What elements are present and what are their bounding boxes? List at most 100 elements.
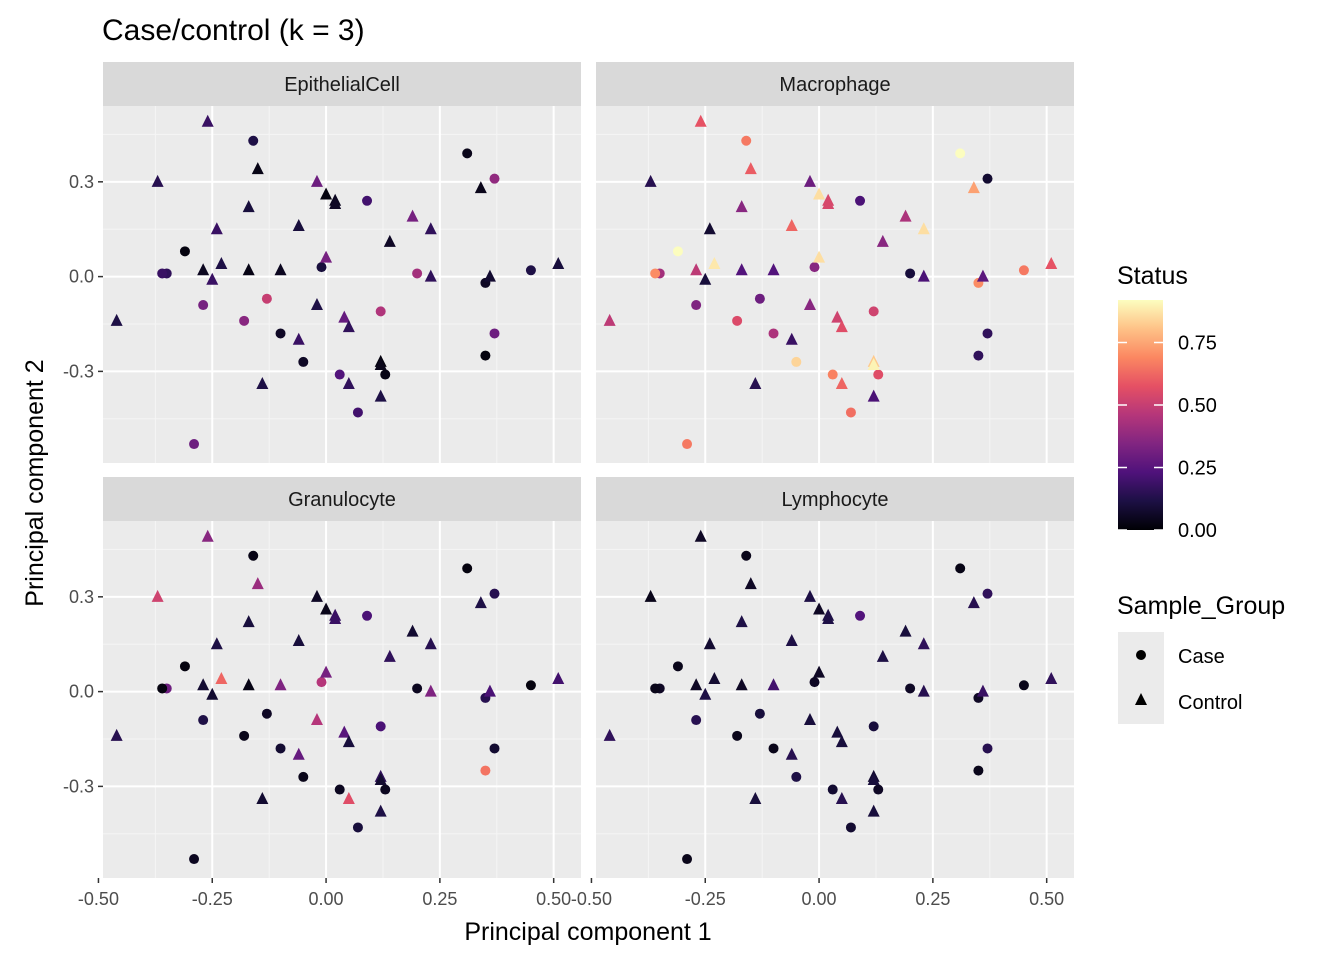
case-point <box>179 661 190 672</box>
status-colorbar <box>1118 300 1163 530</box>
control-point <box>342 320 355 333</box>
x-tick-label: 0.50 <box>536 889 571 909</box>
control-point <box>785 634 798 647</box>
control-point <box>342 792 355 805</box>
control-point <box>785 332 798 345</box>
colorbar-tick-label: 0.75 <box>1178 333 1217 355</box>
control-point <box>813 602 826 615</box>
chart-title: Case/control (k = 3) <box>102 14 365 47</box>
control-point <box>424 684 437 697</box>
case-point <box>525 680 536 691</box>
case-point <box>480 765 491 776</box>
case-point <box>462 148 473 159</box>
case-point <box>375 306 386 317</box>
facet-strip-label: EpithelialCell <box>284 74 400 96</box>
group-legend-key-bg <box>1118 632 1164 724</box>
case-point <box>732 315 743 326</box>
control-point <box>424 269 437 282</box>
control-point <box>744 577 757 590</box>
case-point <box>827 784 838 795</box>
control-point <box>749 792 762 805</box>
case-point <box>905 268 916 279</box>
control-point <box>917 269 930 282</box>
y-tick-label: 0.3 <box>69 587 94 607</box>
case-point <box>179 246 190 257</box>
control-point <box>110 728 123 741</box>
control-point <box>803 589 816 602</box>
control-point <box>197 263 210 276</box>
case-point <box>362 195 373 206</box>
case-point <box>1018 265 1029 276</box>
control-point <box>835 377 848 390</box>
control-point <box>242 200 255 213</box>
control-point <box>256 792 269 805</box>
control-point <box>292 332 305 345</box>
control-point <box>292 219 305 232</box>
control-point <box>976 684 989 697</box>
case-point <box>334 784 345 795</box>
control-point <box>967 181 980 194</box>
case-point <box>157 268 168 279</box>
case-point <box>732 730 743 741</box>
case-point <box>691 715 702 726</box>
case-point <box>973 350 984 361</box>
case-point <box>198 715 209 726</box>
control-point <box>338 725 351 738</box>
control-point <box>735 200 748 213</box>
control-point <box>699 272 712 285</box>
x-tick-label: 0.00 <box>309 889 344 909</box>
control-point <box>785 747 798 760</box>
control-point <box>329 196 342 209</box>
control-point <box>552 256 565 269</box>
case-point <box>855 195 866 206</box>
x-tick-label: -0.25 <box>685 889 726 909</box>
control-point <box>603 728 616 741</box>
case-point <box>873 369 884 380</box>
control-point <box>749 377 762 390</box>
control-point <box>690 263 703 276</box>
y-tick-label: 0.0 <box>69 682 94 702</box>
control-point <box>603 313 616 326</box>
control-point <box>110 313 123 326</box>
group-legend-title: Sample_Group <box>1117 592 1285 620</box>
control-point <box>320 602 333 615</box>
control-point <box>151 174 164 187</box>
case-point <box>768 743 779 754</box>
control-legend-key <box>1135 693 1147 705</box>
case-point <box>845 822 856 833</box>
control-point <box>374 389 387 402</box>
facet-panel: EpithelialCell -0.3 0.0 0.3 <box>63 62 581 463</box>
case-point <box>275 743 286 754</box>
control-point <box>320 665 333 678</box>
control-point <box>310 298 323 311</box>
case-point <box>412 683 423 694</box>
control-point <box>899 209 912 222</box>
status-colorbar-ticks: 0.00 0.25 0.50 0.75 <box>1118 333 1217 542</box>
facet-strip-label: Macrophage <box>779 74 890 96</box>
case-point <box>412 268 423 279</box>
facet-strip <box>103 477 581 521</box>
case-point <box>754 708 765 719</box>
facet-panel: Macrophage <box>590 62 1074 463</box>
facet-panel: Lymphocyte -0.50 -0.25 0.00 0.25 0.50 <box>571 477 1074 909</box>
control-point <box>320 187 333 200</box>
control-point <box>867 773 880 786</box>
case-point <box>827 369 838 380</box>
control-point <box>292 634 305 647</box>
control-point <box>735 263 748 276</box>
control-point <box>822 611 835 624</box>
control-point <box>383 234 396 247</box>
status-legend-title: Status <box>1117 262 1188 290</box>
control-point <box>374 773 387 786</box>
control-point <box>917 684 930 697</box>
control-point <box>242 263 255 276</box>
facet-strip <box>596 62 1074 106</box>
control-point <box>813 665 826 678</box>
control-point <box>310 713 323 726</box>
control-point <box>708 256 721 269</box>
case-point <box>261 708 272 719</box>
control-point <box>744 162 757 175</box>
case-point <box>489 328 500 339</box>
case-point <box>248 135 259 146</box>
